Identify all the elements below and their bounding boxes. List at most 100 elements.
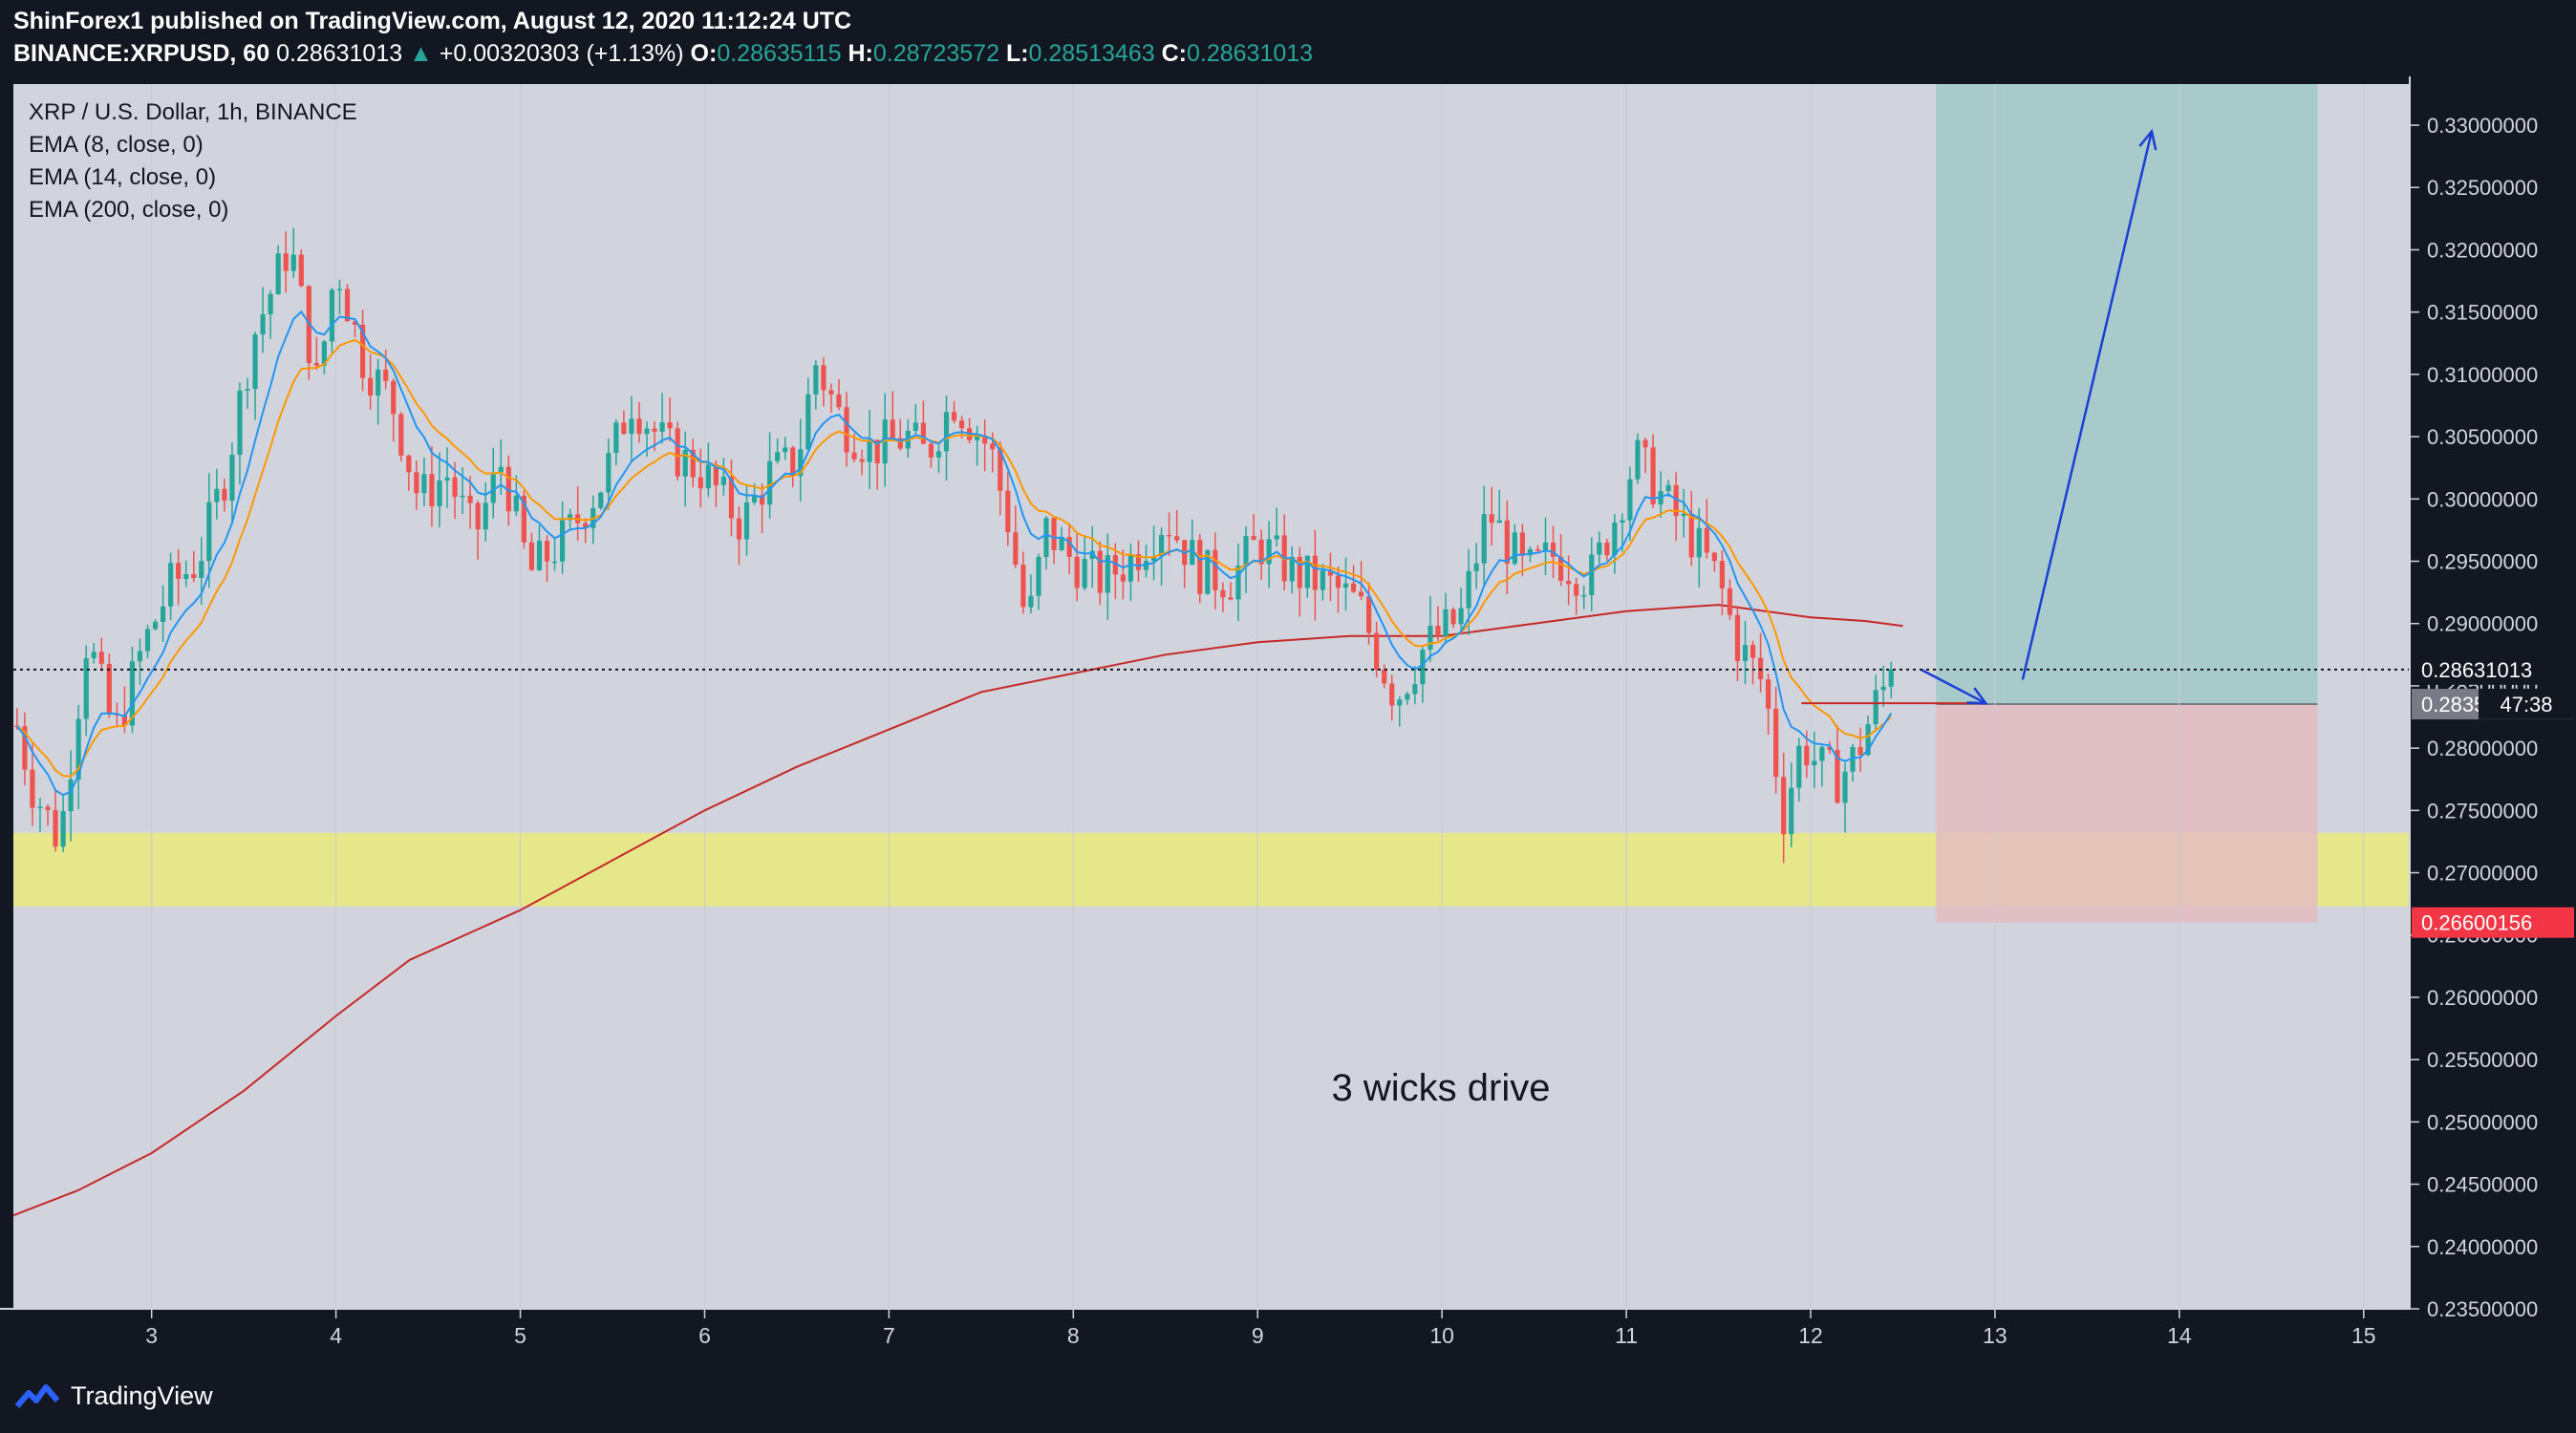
candle-body: [736, 518, 742, 540]
candle-body: [1320, 569, 1325, 590]
y-tick-label: 0.29500000: [2427, 549, 2538, 573]
candle-body: [1450, 609, 1456, 625]
candle-body: [1481, 514, 1487, 564]
candle-body: [91, 652, 97, 659]
candle-body: [1711, 552, 1717, 562]
candle-body: [1228, 597, 1234, 600]
candle-body: [398, 414, 404, 456]
candle-body: [521, 495, 526, 543]
candle-body: [767, 460, 773, 505]
candle-body: [1842, 771, 1848, 803]
y-tick-label: 0.32000000: [2427, 238, 2538, 262]
candle-body: [928, 443, 934, 458]
candle-body: [1358, 591, 1364, 597]
candle-body: [559, 520, 566, 562]
candle-body: [606, 453, 612, 493]
candle-body: [1642, 439, 1648, 448]
candle-body: [1059, 536, 1064, 550]
legend-ema14[interactable]: EMA (14, close, 0): [29, 164, 217, 190]
y-tick-label: 0.26000000: [2427, 986, 2538, 1010]
candle-body: [313, 363, 319, 366]
candle-body: [1574, 584, 1579, 596]
candle-body: [1880, 686, 1886, 691]
candle-body: [1650, 447, 1656, 505]
candle-body: [813, 365, 819, 395]
candle-body: [429, 474, 435, 506]
close-value: 0.28631013: [1186, 40, 1314, 67]
candle-body: [1066, 536, 1072, 557]
legend-ema8[interactable]: EMA (8, close, 0): [29, 132, 204, 158]
candle-body: [1135, 554, 1142, 570]
candle-body: [152, 621, 159, 630]
candle-body: [1581, 594, 1587, 597]
candle-body: [1850, 746, 1856, 772]
x-tick-label: 6: [698, 1323, 711, 1348]
candle-body: [935, 451, 942, 458]
y-tick-label: 0.27000000: [2427, 862, 2538, 886]
open-label: O:: [690, 40, 718, 67]
candle-body: [751, 495, 758, 503]
candle-body: [1819, 746, 1825, 761]
candle-body: [1335, 575, 1342, 588]
y-tick-label: 0.33000000: [2427, 114, 2538, 138]
candle-body: [1681, 513, 1686, 517]
candle-body: [160, 606, 166, 622]
candle-body: [1665, 484, 1671, 492]
candle-body: [874, 439, 880, 464]
candle-body: [1428, 626, 1433, 650]
x-tick-label: 15: [2351, 1323, 2376, 1348]
candle-body: [1327, 569, 1334, 576]
candle-body: [1235, 565, 1241, 600]
candle-body: [1251, 536, 1256, 540]
price-label-box: [2412, 653, 2574, 685]
price-label: 0.28631013: [2421, 658, 2532, 682]
candle-body: [1028, 595, 1034, 608]
candle-body: [1566, 580, 1572, 585]
candle-body: [1727, 588, 1733, 615]
candle-body: [106, 663, 112, 714]
candle-body: [391, 380, 397, 415]
candle-body: [129, 661, 136, 726]
candle-body: [821, 365, 826, 391]
ema8-line: [16, 310, 1893, 797]
candle-body: [121, 715, 127, 726]
candle-body: [667, 422, 673, 429]
x-tick-label: 4: [330, 1323, 342, 1348]
candle-body: [260, 313, 266, 335]
candle-body: [1550, 542, 1556, 557]
candle-body: [1412, 684, 1418, 695]
candle-body: [1812, 760, 1817, 766]
candle-body: [1005, 490, 1011, 533]
candle-body: [376, 369, 381, 396]
candle-body: [1266, 539, 1272, 565]
time-axis-background[interactable]: [0, 1309, 2410, 1362]
candle-body: [1213, 549, 1218, 590]
candle-body: [528, 542, 535, 570]
candle-body: [1473, 563, 1479, 571]
candle-body: [659, 422, 665, 432]
candle-body: [475, 503, 481, 530]
candle-body: [1074, 556, 1080, 588]
y-tick-label: 0.25000000: [2427, 1110, 2538, 1134]
candle-body: [859, 459, 865, 462]
candle-body: [490, 472, 496, 503]
candle-body: [1527, 548, 1534, 556]
candle-body: [1804, 745, 1810, 766]
tradingview-logo[interactable]: TradingView: [11, 1380, 213, 1412]
candle-body: [783, 447, 788, 453]
candle-body: [1350, 583, 1357, 592]
close-label: C:: [1161, 40, 1187, 67]
legend-ema200[interactable]: EMA (200, close, 0): [29, 197, 229, 223]
candle-body: [1105, 555, 1110, 593]
candle-body: [836, 394, 842, 408]
candle-body: [1719, 561, 1725, 588]
candle-body: [1734, 614, 1741, 662]
candle-body: [675, 428, 680, 477]
candle-body: [329, 289, 335, 342]
candle-body: [1405, 694, 1410, 700]
candle-body: [1766, 679, 1771, 709]
candle-body: [690, 449, 696, 478]
candle-body: [790, 447, 796, 477]
candle-body: [321, 341, 327, 366]
